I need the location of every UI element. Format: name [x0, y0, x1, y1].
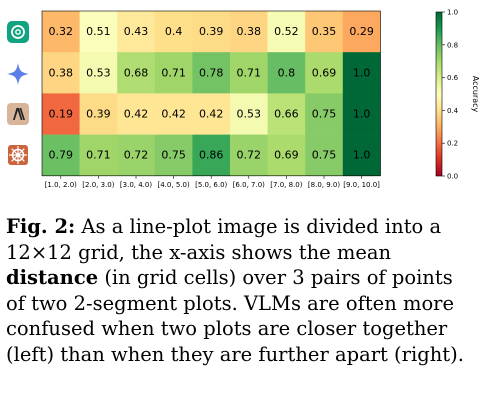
cell-value-label: 0.75	[312, 108, 337, 121]
cell-value-label: 0.42	[124, 108, 149, 121]
heatmap-cell	[342, 52, 381, 94]
heatmap-cell	[305, 93, 344, 135]
heatmap-cell	[192, 93, 231, 135]
cell-value-label: 0.19	[49, 108, 74, 121]
x-tick-label: [1.0, 2.0)	[45, 181, 77, 189]
heatmap-cell	[230, 93, 268, 135]
colorbar-tick-label: 0.0	[447, 173, 458, 181]
cell-value-label: 0.78	[199, 66, 224, 79]
cell-value-label: 0.38	[237, 25, 262, 38]
cell-value-label: 0.75	[161, 149, 186, 162]
cell-value-label: 0.72	[237, 149, 262, 162]
heatmap-cell	[79, 52, 118, 94]
colorbar-tick-label: 1.0	[447, 9, 458, 17]
anthropic-logo-icon	[7, 103, 29, 125]
cell-value-label: 0.53	[86, 66, 111, 79]
cell-value-label: 0.72	[124, 149, 149, 162]
heatmap-cell	[305, 134, 344, 177]
heatmap-cell	[79, 134, 118, 177]
x-tick-label: [2.0, 3.0)	[82, 181, 114, 189]
cell-value-label: 0.51	[86, 25, 111, 38]
heatmap-cell	[230, 134, 268, 177]
caption-text-part2: (in grid cells) over 3 pairs of points o…	[6, 266, 464, 366]
cell-value-label: 0.43	[124, 25, 149, 38]
cell-value-label: 1.0	[353, 149, 371, 162]
x-tick-label: [7.0, 8.0)	[270, 181, 302, 189]
heatmap-cell	[230, 52, 268, 94]
colorbar-label: Accuracy	[471, 76, 480, 113]
caption-bold-word: distance	[6, 266, 99, 289]
heatmap-cell	[267, 52, 306, 94]
cell-value-label: 0.71	[86, 149, 111, 162]
colorbar-tick-label: 0.8	[447, 41, 458, 49]
heatmap-cell	[342, 134, 381, 177]
cell-value-label: 1.0	[353, 108, 371, 121]
cell-value-label: 0.35	[312, 25, 337, 38]
heatmap-cell	[305, 11, 344, 53]
heatmap-cell	[267, 11, 306, 53]
cell-value-label: 0.42	[161, 108, 186, 121]
heatmap-cell	[42, 134, 80, 177]
cell-value-label: 0.39	[199, 25, 224, 38]
heatmap-cell	[154, 11, 193, 53]
caption-label: Fig. 2:	[6, 215, 76, 238]
cell-value-label: 0.79	[49, 149, 74, 162]
sonnet-logo-icon	[8, 145, 28, 165]
heatmap-cell	[79, 11, 118, 53]
cell-value-label: 0.69	[274, 149, 299, 162]
cell-value-label: 0.29	[349, 25, 374, 38]
caption-text-part1: As a line-plot image is divided into a 1…	[6, 215, 442, 264]
x-tick-label: [6.0, 7.0)	[233, 181, 265, 189]
cell-value-label: 0.86	[199, 149, 224, 162]
cell-value-label: 0.38	[49, 66, 74, 79]
cell-value-label: 0.69	[312, 66, 337, 79]
colorbar-tick-label: 0.2	[447, 140, 458, 148]
x-tick-label: [5.0, 6.0)	[195, 181, 227, 189]
cell-value-label: 1.0	[353, 66, 371, 79]
colorbar	[435, 11, 443, 177]
accuracy-heatmap-chart: 0.32 0.51 0.43 0.4 0.39 0.38 0.52 0.35 0.29 0.38 0…	[7, 9, 480, 189]
cell-value-label: 0.8	[278, 66, 296, 79]
colorbar-tick-label: 0.6	[447, 74, 459, 82]
heatmap-cell	[342, 11, 381, 53]
heatmap-cell	[42, 11, 80, 53]
heatmap-cell	[267, 134, 306, 177]
heatmap-cell	[192, 52, 231, 94]
heatmap-cell	[154, 93, 193, 135]
heatmap-cell	[342, 93, 381, 135]
heatmap-cell	[42, 93, 80, 135]
heatmap-cell	[79, 93, 118, 135]
cell-value-label: 0.4	[165, 25, 183, 38]
cell-value-label: 0.71	[161, 66, 186, 79]
cell-value-label: 0.68	[124, 66, 149, 79]
cell-value-label: 0.53	[237, 108, 262, 121]
heatmap-cell	[154, 134, 193, 177]
cell-value-label: 0.71	[237, 66, 262, 79]
heatmap-cell	[42, 52, 80, 94]
heatmap-cell	[117, 52, 156, 94]
heatmap-cell	[117, 11, 156, 53]
x-tick-label: [4.0, 5.0)	[158, 181, 190, 189]
cell-value-label: 0.39	[86, 108, 111, 121]
chatgpt-logo-icon	[7, 21, 29, 43]
cell-value-label: 0.32	[49, 25, 74, 38]
heatmap-cell	[230, 11, 268, 53]
figure-caption: Fig. 2: As a line-plot image is divided …	[6, 214, 476, 367]
heatmap-cell	[192, 134, 231, 177]
x-tick-label: [3.0, 4.0)	[120, 181, 152, 189]
gemini-sparkle-icon	[7, 63, 29, 85]
heatmap-cell	[154, 52, 193, 94]
heatmap-cell	[305, 52, 344, 94]
cell-value-label: 0.52	[274, 25, 299, 38]
cell-value-label: 0.42	[199, 108, 224, 121]
cell-value-label: 0.66	[274, 108, 299, 121]
heatmap-cell	[117, 93, 156, 135]
heatmap-cell	[267, 93, 306, 135]
x-tick-label: [8.0, 9.0)	[308, 181, 340, 189]
heatmap-cell	[192, 11, 231, 53]
heatmap-cell	[117, 134, 156, 177]
x-tick-label: [9.0, 10.0]	[343, 181, 380, 189]
cell-value-label: 0.75	[312, 149, 337, 162]
colorbar-tick-label: 0.4	[447, 107, 459, 115]
